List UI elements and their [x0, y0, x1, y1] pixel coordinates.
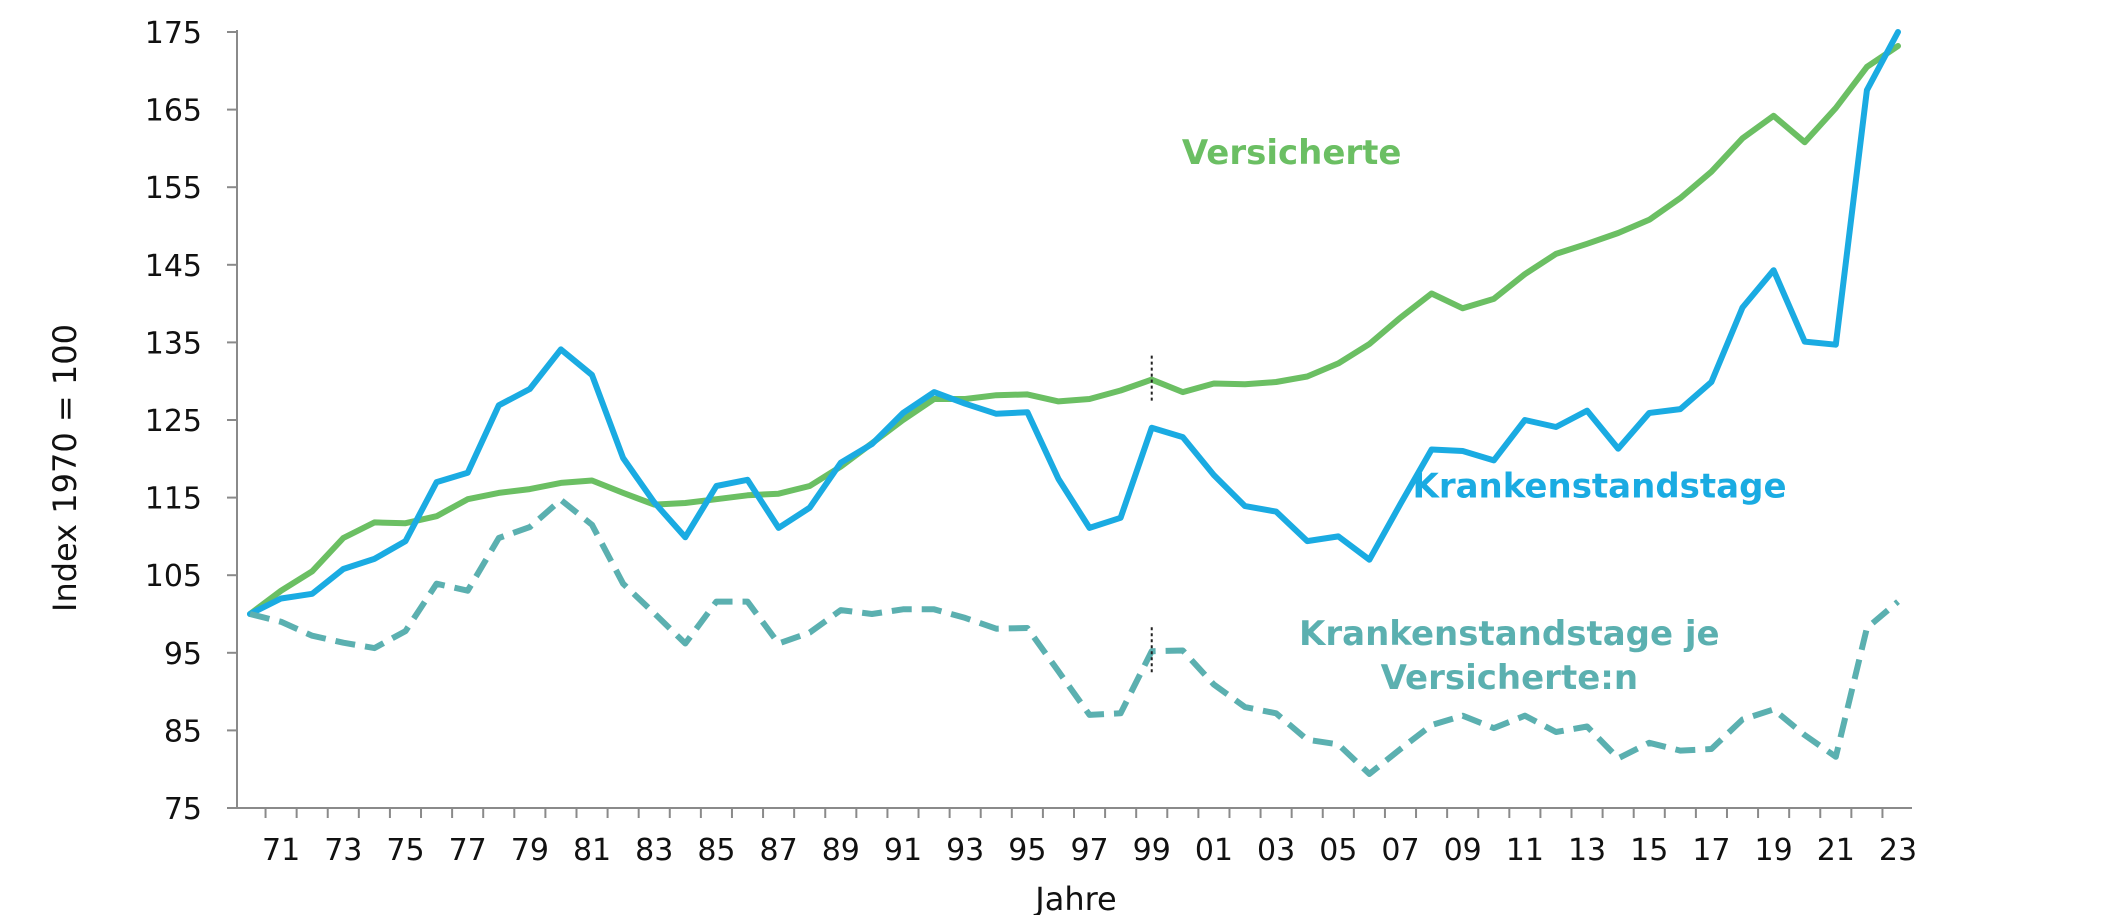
labels-layer: Versicherte Krankenstandstage Krankenstand…	[1182, 133, 1787, 698]
x-tick-label: 15	[1630, 833, 1668, 868]
y-tick-label: 105	[145, 559, 202, 594]
y-axis-title: Index 1970 = 100	[46, 324, 84, 612]
x-tick-label: 01	[1195, 833, 1233, 868]
x-tick-label: 05	[1319, 833, 1357, 868]
x-axis-title: Jahre	[1033, 880, 1116, 915]
series-annotation: Versicherte:n	[1381, 658, 1638, 698]
x-tick-label: 23	[1879, 833, 1917, 868]
x-tick-label: 07	[1381, 833, 1419, 868]
axes-layer: 75 85 95 105 115 125 135 145 155 165 175 71 73 75 77 79…	[145, 16, 1917, 868]
x-tick-label: 99	[1133, 833, 1171, 868]
series-line-2	[249, 496, 1900, 777]
x-tick-label: 77	[449, 833, 487, 868]
x-tick-label: 19	[1755, 833, 1793, 868]
series-annotation: Krankenstandstage	[1412, 467, 1786, 507]
x-tick-label: 85	[697, 833, 735, 868]
x-tick-label: 21	[1817, 833, 1855, 868]
y-tick-label: 95	[164, 637, 202, 672]
x-tick-label: 79	[511, 833, 549, 868]
x-tick-label: 81	[573, 833, 611, 868]
y-tick-label: 145	[145, 249, 202, 284]
x-tick-label: 11	[1506, 833, 1544, 868]
y-tick-label: 75	[164, 792, 202, 827]
x-tick-label: 95	[1008, 833, 1046, 868]
series-line-1	[247, 29, 1901, 617]
x-tick-label: 75	[386, 833, 424, 868]
series-layer	[247, 29, 1901, 777]
x-tick-label: 93	[946, 833, 984, 868]
x-tick-label: 89	[822, 833, 860, 868]
y-tick-label: 85	[164, 714, 202, 749]
y-tick-label: 125	[145, 404, 202, 439]
series-annotation: Versicherte	[1182, 133, 1402, 173]
x-tick-label: 91	[884, 833, 922, 868]
y-tick-label: 155	[145, 171, 202, 206]
x-tick-label: 83	[635, 833, 673, 868]
x-tick-label: 73	[324, 833, 362, 868]
series-line-0	[247, 43, 1901, 617]
x-tick-label: 97	[1070, 833, 1108, 868]
y-tick-label: 115	[145, 482, 202, 517]
y-tick-label: 175	[145, 16, 202, 51]
y-tick-label: 135	[145, 326, 202, 361]
x-tick-label: 03	[1257, 833, 1295, 868]
y-tick-label: 165	[145, 94, 202, 129]
x-tick-label: 09	[1444, 833, 1482, 868]
x-tick-label: 71	[262, 833, 300, 868]
series-annotation: Krankenstandstage je	[1299, 614, 1720, 654]
x-tick-label: 87	[760, 833, 798, 868]
x-tick-label: 13	[1568, 833, 1606, 868]
x-tick-label: 17	[1692, 833, 1730, 868]
